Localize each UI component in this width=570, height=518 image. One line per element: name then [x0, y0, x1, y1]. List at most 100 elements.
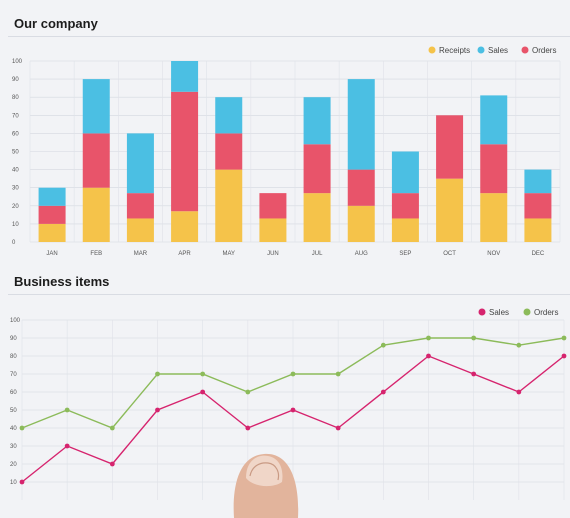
line-point-sales	[155, 407, 160, 413]
bar-segment-orders-dec	[524, 193, 552, 219]
bar-legend-label-sales: Sales	[488, 46, 508, 55]
bar-y-tick-label: 30	[12, 186, 19, 192]
bar-x-tick-label: APR	[178, 251, 191, 257]
bar-y-tick-label: 100	[12, 59, 23, 65]
bar-x-tick-label: JUL	[312, 251, 323, 257]
line-point-orders	[335, 371, 341, 377]
line-point-sales	[200, 389, 206, 395]
pointing-finger-icon	[233, 453, 299, 518]
line-y-tick-label: 80	[10, 354, 17, 360]
bar-y-tick-label: 50	[12, 150, 19, 156]
line-point-sales	[109, 461, 115, 467]
line-point-orders	[200, 371, 206, 377]
bar-chart-title: Our company	[14, 16, 98, 31]
line-point-sales	[290, 407, 296, 413]
bar-segment-receipts-may	[215, 169, 243, 242]
line-y-tick-label: 10	[10, 480, 17, 486]
bar-segment-orders-mar	[126, 193, 154, 219]
bar-segment-sales-sep	[391, 151, 419, 194]
bar-x-tick-label: SEP	[399, 251, 411, 257]
line-point-orders	[155, 371, 160, 377]
line-point-sales	[380, 389, 386, 395]
line-y-tick-label: 40	[10, 426, 17, 432]
bar-segment-orders-may	[215, 133, 243, 170]
line-point-sales	[19, 479, 25, 485]
bar-segment-receipts-oct	[436, 178, 464, 242]
bar-segment-sales-feb	[82, 79, 110, 134]
bar-segment-orders-oct	[436, 115, 464, 179]
bar-segment-receipts-mar	[126, 218, 154, 242]
bar-segment-sales-jul	[303, 97, 331, 145]
bar-x-tick-label: OCT	[443, 251, 456, 257]
bar-legend-label-receipts: Receipts	[439, 46, 470, 55]
bar-segment-receipts-feb	[82, 187, 110, 242]
line-y-tick-label: 20	[10, 462, 17, 468]
bar-segment-orders-nov	[480, 144, 508, 194]
bar-segment-receipts-jul	[303, 193, 331, 242]
bar-segment-receipts-jan	[38, 223, 66, 242]
line-point-orders	[516, 342, 522, 348]
bar-y-tick-label: 10	[12, 222, 19, 228]
bar-x-tick-label: FEB	[90, 251, 102, 257]
bar-chart-title-rule	[8, 36, 570, 37]
line-y-tick-label: 70	[10, 372, 17, 378]
bar-segment-sales-jan	[38, 187, 66, 206]
line-y-tick-label: 60	[10, 390, 17, 396]
bar-segment-orders-jan	[38, 205, 66, 224]
bar-y-tick-label: 40	[12, 168, 19, 174]
bar-x-tick-label: MAR	[134, 251, 148, 257]
bar-segment-sales-nov	[480, 95, 508, 145]
line-y-tick-label: 90	[10, 336, 17, 342]
line-point-orders	[64, 407, 70, 413]
bar-legend-swatch-orders	[521, 46, 529, 54]
bar-segment-sales-mar	[126, 133, 154, 194]
bar-legend-swatch-sales	[477, 46, 485, 54]
bar-legend-swatch-receipts	[428, 46, 436, 54]
bar-segment-receipts-jun	[259, 218, 287, 242]
bar-x-tick-label: DEC	[532, 251, 545, 257]
bar-y-tick-label: 70	[12, 113, 19, 119]
bar-segment-receipts-sep	[391, 218, 419, 242]
bar-y-tick-label: 0	[12, 240, 16, 246]
line-legend-swatch-sales	[478, 308, 486, 316]
bar-x-tick-label: MAY	[222, 251, 235, 257]
bar-segment-orders-feb	[82, 133, 110, 188]
line-point-sales	[561, 353, 567, 359]
bar-segment-receipts-aug	[347, 205, 375, 242]
line-point-sales	[426, 353, 431, 359]
bar-segment-sales-apr	[171, 61, 199, 92]
bar-segment-receipts-apr	[171, 211, 199, 242]
bar-segment-orders-jul	[303, 144, 331, 194]
line-y-tick-label: 50	[10, 408, 17, 414]
line-point-orders	[471, 335, 477, 341]
bar-y-tick-label: 60	[12, 131, 19, 137]
bar-segment-sales-aug	[347, 79, 375, 170]
bar-x-tick-label: JUN	[267, 251, 279, 257]
line-legend-label-orders: Orders	[534, 308, 558, 317]
line-y-tick-label: 30	[10, 444, 17, 450]
bar-legend-label-orders: Orders	[532, 46, 556, 55]
bar-y-tick-label: 20	[12, 204, 19, 210]
line-point-orders	[380, 342, 386, 348]
bar-segment-receipts-nov	[480, 193, 508, 242]
line-legend-swatch-orders	[523, 308, 531, 316]
bar-x-tick-label: AUG	[355, 251, 368, 257]
bar-segment-orders-sep	[391, 193, 419, 219]
bar-chart: 0 10 20 30 40 50 60 70 80 90 100 JAN FEB MAR APR MAY JUN…	[12, 46, 561, 257]
line-point-orders	[245, 389, 251, 395]
line-point-orders	[561, 335, 567, 341]
bar-y-tick-label: 90	[12, 77, 19, 83]
line-point-sales	[335, 425, 341, 431]
line-legend-label-sales: Sales	[489, 308, 509, 317]
line-chart-title: Business items	[14, 274, 110, 289]
bar-segment-sales-dec	[524, 169, 552, 194]
bar-segment-receipts-dec	[524, 218, 552, 242]
bar-x-tick-label: NOV	[487, 251, 500, 257]
line-y-tick-label: 100	[10, 318, 21, 324]
bar-segment-orders-apr	[171, 91, 199, 212]
line-point-orders	[290, 371, 296, 377]
line-point-orders	[426, 335, 431, 341]
bar-segment-sales-may	[215, 97, 243, 134]
bar-y-tick-label: 80	[12, 95, 19, 101]
line-point-orders	[19, 425, 25, 431]
